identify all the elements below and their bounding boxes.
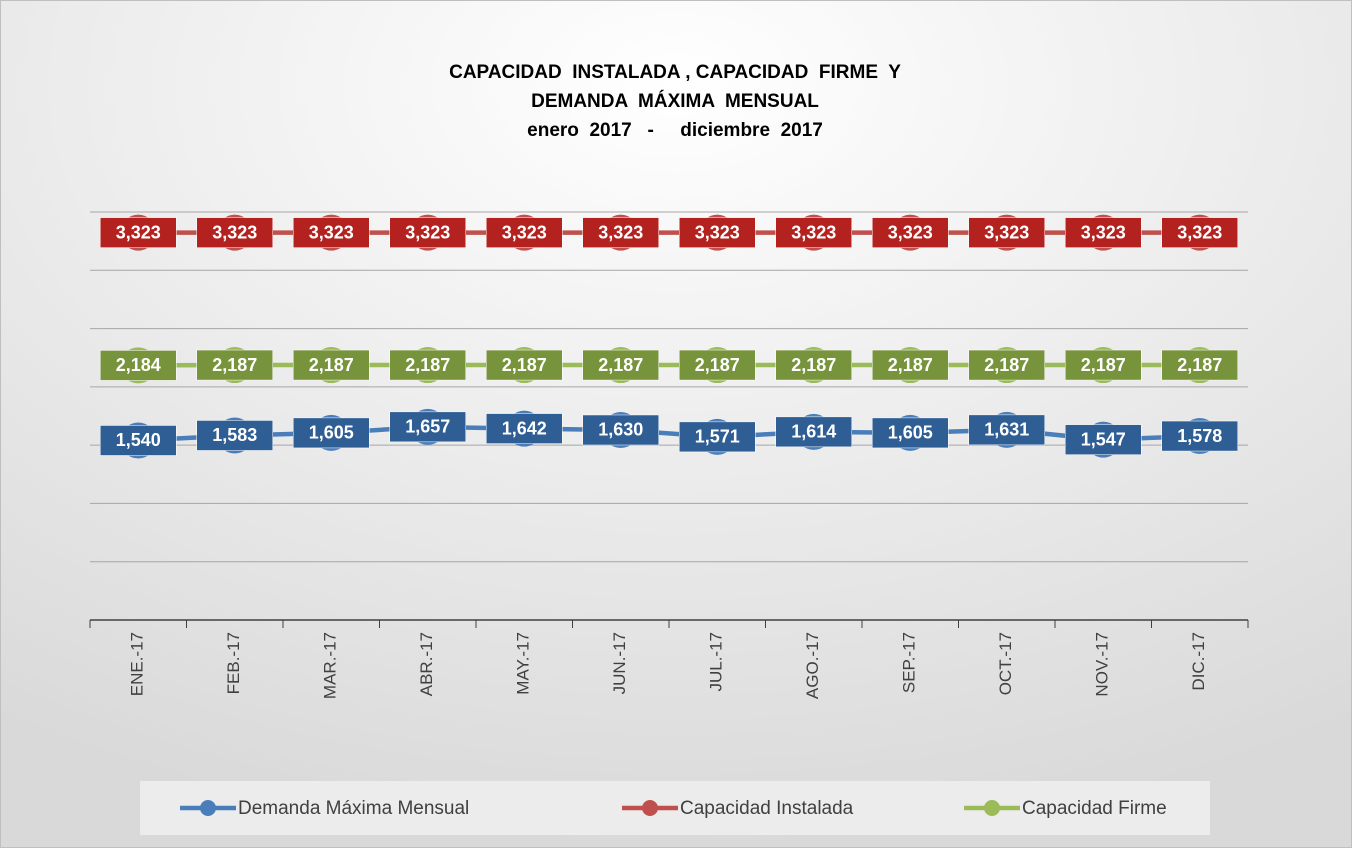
data-label: 2,187 <box>791 355 836 375</box>
legend-marker <box>984 800 1000 816</box>
data-label: 3,323 <box>984 222 1029 242</box>
data-label: 2,187 <box>1081 355 1126 375</box>
data-label: 3,323 <box>791 222 836 242</box>
data-label: 2,184 <box>116 355 161 375</box>
legend-marker <box>200 800 216 816</box>
legend-marker <box>642 800 658 816</box>
data-label: 2,187 <box>598 355 643 375</box>
legend-label: Capacidad Instalada <box>680 798 854 819</box>
data-label: 3,323 <box>888 222 933 242</box>
data-label: 2,187 <box>695 355 740 375</box>
x-tick-label: ABR.-17 <box>417 632 436 696</box>
data-label: 1,642 <box>502 418 547 438</box>
data-label: 2,187 <box>309 355 354 375</box>
data-label: 3,323 <box>309 222 354 242</box>
data-label: 1,583 <box>212 425 257 445</box>
data-label: 3,323 <box>502 222 547 242</box>
legend-label: Capacidad Firme <box>1022 798 1167 819</box>
x-tick-label: DIC.-17 <box>1189 632 1208 691</box>
x-tick-label: MAY.-17 <box>514 632 533 695</box>
chart-title: DEMANDA MÁXIMA MENSUAL <box>531 90 819 112</box>
chart-title: enero 2017 - diciembre 2017 <box>527 120 823 141</box>
data-label: 3,323 <box>212 222 257 242</box>
x-tick-label: JUN.-17 <box>610 632 629 694</box>
data-label: 1,631 <box>984 420 1029 440</box>
data-label: 3,323 <box>1081 222 1126 242</box>
data-label: 2,187 <box>405 355 450 375</box>
data-label: 2,187 <box>212 355 257 375</box>
data-label: 1,547 <box>1081 429 1126 449</box>
x-tick-label: MAR.-17 <box>321 632 340 699</box>
data-label: 1,614 <box>791 422 836 442</box>
x-tick-label: ENE.-17 <box>128 632 147 696</box>
data-label: 1,630 <box>598 420 643 440</box>
data-label: 3,323 <box>695 222 740 242</box>
data-label: 3,323 <box>116 222 161 242</box>
data-label: 1,571 <box>695 427 740 447</box>
x-tick-label: FEB.-17 <box>224 632 243 694</box>
data-label: 3,323 <box>405 222 450 242</box>
data-label: 2,187 <box>502 355 547 375</box>
x-tick-label: OCT.-17 <box>996 632 1015 695</box>
x-tick-label: JUL.-17 <box>707 632 726 692</box>
x-tick-label: NOV.-17 <box>1093 632 1112 697</box>
data-label: 1,540 <box>116 430 161 450</box>
data-label: 1,578 <box>1177 426 1222 446</box>
x-tick-label: SEP.-17 <box>900 632 919 693</box>
data-label: 1,605 <box>309 423 354 443</box>
data-label: 1,657 <box>405 417 450 437</box>
legend-label: Demanda Máxima Mensual <box>238 798 469 819</box>
data-label: 3,323 <box>1177 222 1222 242</box>
data-label: 2,187 <box>1177 355 1222 375</box>
data-label: 2,187 <box>888 355 933 375</box>
data-label: 3,323 <box>598 222 643 242</box>
data-label: 2,187 <box>984 355 1029 375</box>
chart-title: CAPACIDAD INSTALADA , CAPACIDAD FIRME Y <box>449 62 901 83</box>
data-label: 1,605 <box>888 423 933 443</box>
x-tick-label: AGO.-17 <box>803 632 822 699</box>
